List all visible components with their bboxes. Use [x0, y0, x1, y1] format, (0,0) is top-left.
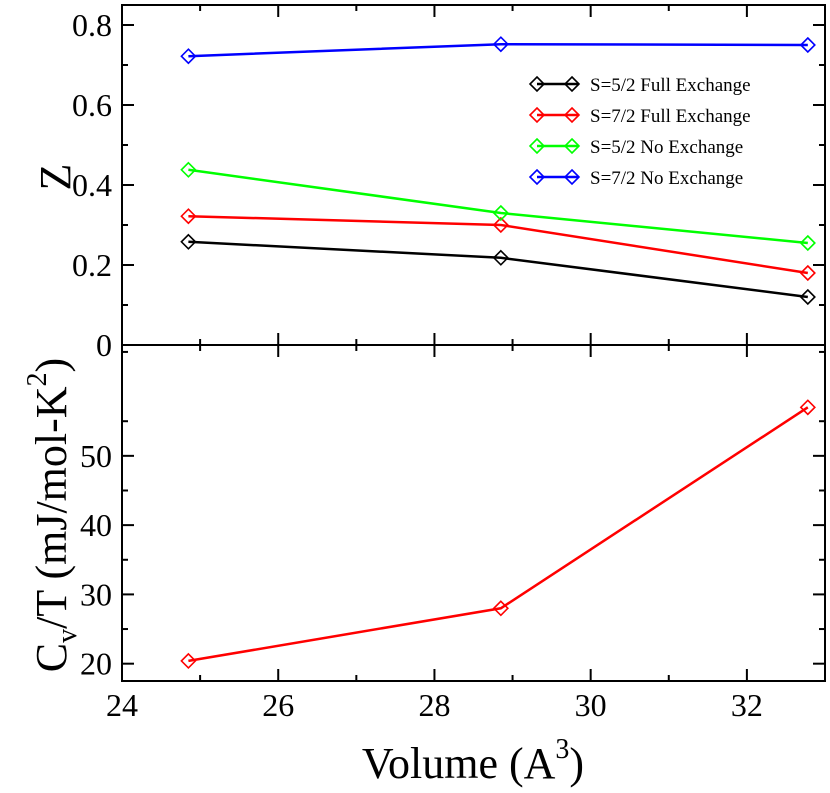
legend-marker [563, 168, 581, 186]
top-data-point [799, 36, 816, 54]
legend-entry-label: S=5/2 Full Exchange [590, 75, 751, 96]
bottom-series-line-0 [188, 406, 809, 663]
x-label-superscript: 3 [555, 734, 569, 765]
bottom-data-point [492, 600, 509, 617]
bottom-data-point [799, 399, 816, 416]
y-tick-label: 30 [80, 576, 112, 612]
legend: S=5/2 Full Exchange S=7/2 Full Exchange S=… [528, 75, 751, 189]
legend-marker [563, 75, 581, 93]
top-series-line-2 [188, 168, 808, 245]
y-tick-label: 0.6 [72, 87, 112, 123]
y-label-subscript: v [52, 629, 83, 643]
legend-marker [528, 137, 546, 155]
y-label-middle: /T (mJ/mol-K [27, 386, 76, 629]
x-tick-label: 24 [106, 687, 138, 723]
top-data-point [799, 288, 816, 306]
x-tick-label: 26 [262, 687, 294, 723]
y-label-superscript: 2 [22, 372, 53, 386]
top-data-point [492, 204, 509, 222]
legend-marker [528, 168, 546, 186]
y-tick-label: 20 [80, 646, 112, 682]
x-tick-label: 30 [575, 687, 607, 723]
legend-entry-label: S=7/2 Full Exchange [590, 106, 751, 127]
y-tick-label: 0.4 [72, 167, 112, 203]
top-series-line-0 [188, 240, 808, 299]
top-panel: 0 0.2 0.4 0.6 0.8 Z S=5/2 Full Exchange S=7/2… [31, 4, 826, 363]
top-data-point [180, 233, 197, 250]
y-tick-label: 0.2 [72, 247, 112, 283]
y-tick-label: 0 [96, 327, 112, 363]
top-data-point [799, 234, 816, 252]
x-tick-label: 32 [731, 687, 763, 723]
top-y-axis-label: Z [31, 164, 80, 191]
bottom-data-point [180, 652, 197, 670]
y-label-close: ) [27, 358, 76, 373]
x-tick-label: 28 [418, 687, 450, 723]
top-data-point [180, 161, 197, 178]
legend-marker [563, 137, 581, 155]
y-tick-label: 50 [80, 438, 112, 474]
top-data-point [492, 216, 509, 234]
bottom-x-axis-label: Volume (A3) [362, 734, 584, 788]
x-label-main: Volume (A [362, 739, 556, 788]
y-tick-label: 0.8 [72, 7, 112, 43]
x-label-close: ) [569, 739, 584, 788]
bottom-y-axis-label: Cv/T (mJ/mol-K2) [22, 358, 83, 672]
y-label-c: C [27, 643, 76, 672]
legend-entry-label: S=5/2 No Exchange [590, 137, 743, 158]
legend-marker [563, 106, 581, 124]
top-data-point [492, 249, 509, 266]
legend-entry-label: S=7/2 No Exchange [590, 168, 743, 189]
bottom-plot-frame [121, 344, 826, 682]
top-series-line-3 [188, 42, 808, 58]
y-tick-label: 40 [80, 507, 112, 543]
top-data-point [492, 36, 509, 53]
legend-marker [528, 106, 546, 124]
top-series-line-1 [188, 214, 809, 275]
top-data-point [799, 264, 816, 282]
top-data-point [180, 48, 197, 65]
top-data-point [180, 208, 197, 225]
legend-marker [528, 75, 546, 93]
